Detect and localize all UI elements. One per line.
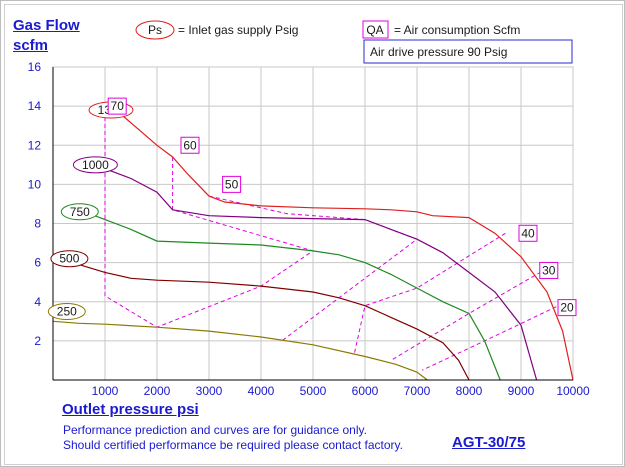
ps-label-text: 500 — [59, 252, 79, 266]
y-tick-label: 14 — [28, 99, 42, 113]
qa-line-30 — [390, 268, 548, 361]
ps-legend-text: = Inlet gas supply Psig — [178, 23, 298, 37]
y-tick-label: 10 — [28, 177, 42, 191]
y-axis-title-line1: Gas Flow — [13, 17, 80, 34]
ps-label-text: 250 — [57, 305, 77, 319]
y-tick-label: 6 — [34, 256, 41, 270]
series-lines — [52, 109, 574, 381]
ps-legend-key: Ps — [148, 23, 162, 37]
qa-label-text: 20 — [560, 301, 574, 315]
y-tick-label: 16 — [28, 60, 42, 74]
y-tick-label: 12 — [28, 138, 42, 152]
qa-legend-text: = Air consumption Scfm — [394, 23, 520, 37]
series-line-750 — [73, 211, 501, 381]
x-tick-label: 1000 — [92, 384, 119, 398]
x-tick-label: 6000 — [352, 384, 379, 398]
qa-label-70: 70 — [107, 97, 127, 115]
ps-label-750: 750 — [60, 203, 99, 221]
ps-legend-ellipse — [135, 20, 175, 40]
qa-legend-box — [362, 20, 389, 39]
x-tick-label: 9000 — [508, 384, 535, 398]
y-tick-label: 4 — [34, 295, 41, 309]
grid — [52, 66, 574, 381]
series-line-1300 — [104, 109, 574, 381]
x-tick-label: 5000 — [300, 384, 327, 398]
qa-legend-key: QA — [366, 23, 383, 37]
qa-label-20: 20 — [557, 299, 577, 317]
qa-label-60: 60 — [180, 136, 200, 154]
qa-line-70 — [104, 110, 158, 328]
x-tick-label: 10000 — [556, 384, 590, 398]
x-tick-label: 8000 — [456, 384, 483, 398]
ps-label-text: 1000 — [82, 158, 109, 172]
qa-label-text: 30 — [542, 263, 556, 277]
qa-label-50: 50 — [222, 175, 242, 193]
qa-label-text: 70 — [111, 99, 125, 113]
drive-pressure-text: Air drive pressure 90 Psig — [370, 45, 507, 59]
qa-label-30: 30 — [539, 261, 559, 279]
qa-label-text: 60 — [183, 138, 197, 152]
drive-pressure-box — [363, 39, 573, 64]
chart-frame-inner — [4, 4, 623, 465]
model-name: AGT-30/75 — [452, 434, 526, 451]
axes: 1000 2000 3000 4000 5000 6000 7000 8000 9000 1000… — [28, 60, 590, 398]
x-tick-label: 7000 — [404, 384, 431, 398]
ps-label-500: 500 — [50, 250, 89, 268]
ps-label-250: 250 — [47, 303, 86, 321]
qa-label-40: 40 — [518, 224, 538, 242]
qa-label-text: 50 — [225, 177, 239, 191]
guidance-note-1: Performance prediction and curves are fo… — [63, 423, 367, 437]
series-line-500 — [52, 256, 470, 381]
x-tick-label: 4000 — [248, 384, 275, 398]
series-line-250 — [52, 320, 428, 381]
y-tick-label: 8 — [34, 217, 41, 231]
qa-label-text: 40 — [521, 226, 535, 240]
air-consumption-lines — [104, 110, 563, 371]
y-tick-label: 2 — [34, 334, 41, 348]
curve-labels: 13001000750500250706050403020 — [47, 97, 577, 321]
x-tick-label: 2000 — [144, 384, 171, 398]
x-tick-label: 3000 — [196, 384, 223, 398]
qa-line-40 — [354, 232, 506, 353]
x-axis-title: Outlet pressure psi — [62, 401, 199, 418]
ps-label-1000: 1000 — [72, 156, 118, 174]
guidance-note-2: Should certified performance be required… — [63, 438, 403, 452]
series-line-1000 — [89, 164, 538, 381]
ps-label-text: 750 — [70, 205, 90, 219]
y-axis-title-line2: scfm — [13, 37, 49, 54]
